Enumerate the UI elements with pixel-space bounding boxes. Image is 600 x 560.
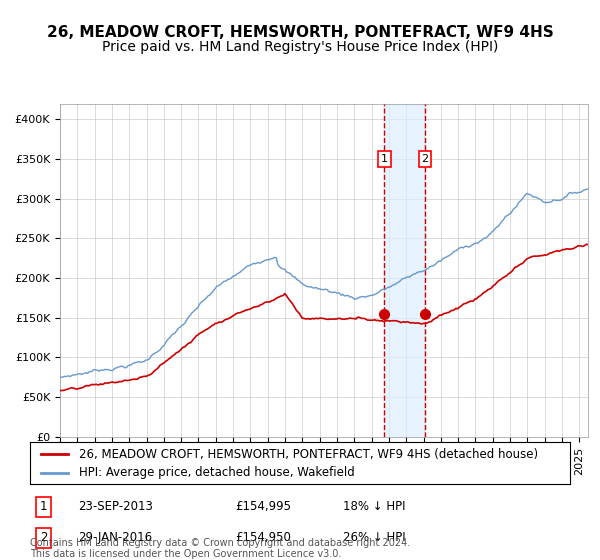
Text: 1: 1 bbox=[40, 500, 47, 514]
Text: 1: 1 bbox=[381, 154, 388, 164]
Text: Contains HM Land Registry data © Crown copyright and database right 2024.
This d: Contains HM Land Registry data © Crown c… bbox=[30, 538, 410, 559]
Text: 26, MEADOW CROFT, HEMSWORTH, PONTEFRACT, WF9 4HS (detached house): 26, MEADOW CROFT, HEMSWORTH, PONTEFRACT,… bbox=[79, 447, 538, 461]
Text: 2: 2 bbox=[421, 154, 428, 164]
Text: 26% ↓ HPI: 26% ↓ HPI bbox=[343, 531, 406, 544]
Text: £154,995: £154,995 bbox=[235, 500, 291, 514]
Text: 29-JAN-2016: 29-JAN-2016 bbox=[79, 531, 153, 544]
Text: 23-SEP-2013: 23-SEP-2013 bbox=[79, 500, 154, 514]
Text: 18% ↓ HPI: 18% ↓ HPI bbox=[343, 500, 406, 514]
Text: 2: 2 bbox=[40, 531, 47, 544]
Text: £154,950: £154,950 bbox=[235, 531, 291, 544]
Bar bbox=[384, 104, 425, 437]
Text: Price paid vs. HM Land Registry's House Price Index (HPI): Price paid vs. HM Land Registry's House … bbox=[102, 40, 498, 54]
Text: 26, MEADOW CROFT, HEMSWORTH, PONTEFRACT, WF9 4HS: 26, MEADOW CROFT, HEMSWORTH, PONTEFRACT,… bbox=[47, 25, 553, 40]
Text: HPI: Average price, detached house, Wakefield: HPI: Average price, detached house, Wake… bbox=[79, 466, 355, 479]
